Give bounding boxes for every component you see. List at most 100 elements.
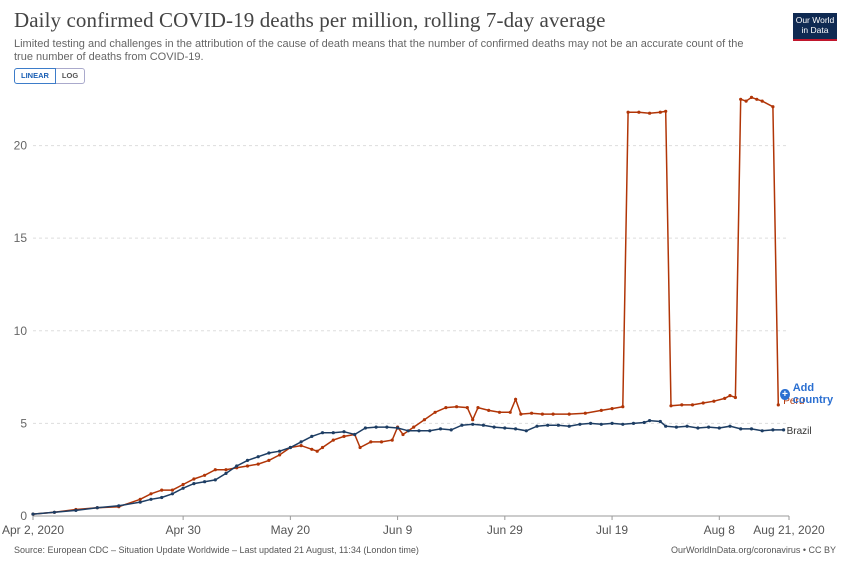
data-point-peru bbox=[599, 408, 603, 412]
data-point-brazil bbox=[52, 510, 57, 514]
data-point-peru bbox=[610, 407, 614, 411]
data-point-peru bbox=[771, 105, 775, 109]
data-point-peru bbox=[471, 418, 475, 422]
series-label-brazil: Brazil bbox=[787, 426, 812, 437]
data-point-peru bbox=[583, 411, 587, 415]
data-point-brazil bbox=[567, 424, 571, 428]
data-point-brazil bbox=[170, 492, 174, 496]
data-point-brazil bbox=[331, 431, 335, 435]
data-point-peru bbox=[170, 488, 174, 492]
data-point-brazil bbox=[288, 445, 292, 450]
data-point-peru bbox=[149, 492, 153, 496]
y-tick-label: 0 bbox=[20, 509, 27, 523]
logo-red-bar bbox=[793, 39, 837, 41]
data-point-peru bbox=[749, 95, 754, 99]
y-tick-label: 20 bbox=[14, 139, 28, 153]
data-point-brazil bbox=[642, 420, 646, 425]
data-point-peru bbox=[299, 444, 303, 448]
add-country-label: Add country bbox=[792, 382, 834, 406]
data-point-brazil bbox=[546, 423, 550, 427]
data-point-peru bbox=[551, 412, 555, 416]
data-point-peru bbox=[621, 405, 625, 409]
x-tick-label: Aug 8 bbox=[704, 523, 736, 537]
data-point-brazil bbox=[610, 421, 614, 425]
data-point-peru bbox=[712, 399, 716, 403]
add-country-button[interactable]: + Add country bbox=[780, 382, 850, 406]
data-point-brazil bbox=[117, 504, 121, 508]
data-point-peru bbox=[514, 397, 518, 401]
chart-subtitle: Limited testing and challenges in the at… bbox=[14, 38, 744, 63]
data-point-brazil bbox=[503, 426, 507, 430]
data-point-brazil bbox=[428, 429, 432, 433]
data-point-brazil bbox=[235, 464, 239, 468]
data-point-brazil bbox=[674, 425, 679, 429]
log-scale-button[interactable]: LOG bbox=[55, 68, 86, 84]
data-point-peru bbox=[739, 97, 743, 101]
credit-link[interactable]: OurWorldInData.org/coronavirus • CC BY bbox=[670, 545, 836, 555]
owid-logo[interactable]: Our World in Data bbox=[793, 13, 837, 41]
data-point-brazil bbox=[138, 500, 142, 504]
data-point-brazil bbox=[599, 422, 603, 426]
data-point-peru bbox=[192, 477, 196, 481]
data-point-peru bbox=[401, 432, 405, 437]
data-point-peru bbox=[519, 412, 523, 416]
data-point-brazil bbox=[556, 423, 561, 427]
data-point-peru bbox=[776, 403, 780, 407]
data-point-brazil bbox=[160, 495, 164, 500]
data-point-brazil bbox=[342, 430, 346, 434]
data-point-brazil bbox=[417, 429, 421, 433]
data-point-brazil bbox=[74, 508, 78, 512]
data-point-brazil bbox=[406, 429, 410, 433]
data-point-brazil bbox=[374, 425, 378, 429]
data-point-peru bbox=[181, 482, 185, 487]
data-point-peru bbox=[476, 406, 480, 410]
data-point-brazil bbox=[685, 424, 689, 428]
data-point-peru bbox=[540, 412, 545, 416]
data-point-brazil bbox=[782, 428, 786, 432]
data-point-peru bbox=[567, 412, 571, 416]
x-tick-label: Aug 21, 2020 bbox=[753, 523, 825, 537]
data-point-brazil bbox=[363, 426, 367, 430]
data-point-brazil bbox=[524, 429, 528, 433]
data-point-brazil bbox=[492, 425, 496, 429]
data-point-peru bbox=[433, 410, 437, 414]
data-point-brazil bbox=[385, 425, 389, 429]
linear-scale-button[interactable]: LINEAR bbox=[14, 68, 56, 84]
data-point-peru bbox=[358, 445, 362, 450]
data-point-brazil bbox=[589, 421, 593, 425]
data-point-brazil bbox=[707, 425, 711, 429]
data-point-brazil bbox=[771, 428, 775, 432]
data-point-peru bbox=[637, 110, 641, 114]
series-line-brazil bbox=[32, 419, 784, 515]
logo-line-1: Our World bbox=[795, 15, 835, 25]
data-point-peru bbox=[224, 468, 228, 472]
data-point-brazil bbox=[749, 427, 754, 431]
data-point-peru bbox=[487, 408, 491, 412]
x-tick-label: Jul 19 bbox=[596, 523, 628, 537]
data-point-peru bbox=[664, 109, 668, 113]
y-tick-label: 15 bbox=[14, 231, 28, 245]
y-tick-label: 5 bbox=[20, 416, 27, 430]
data-point-brazil bbox=[149, 497, 153, 501]
data-point-brazil bbox=[664, 424, 668, 428]
data-point-brazil bbox=[256, 455, 260, 459]
scale-toggle: LINEAR LOG bbox=[14, 68, 86, 84]
data-point-peru bbox=[733, 395, 738, 400]
data-point-peru bbox=[723, 396, 727, 400]
data-point-brazil bbox=[471, 422, 475, 426]
data-point-brazil bbox=[728, 424, 732, 428]
data-point-peru bbox=[648, 111, 652, 115]
data-point-brazil bbox=[739, 427, 743, 431]
data-point-brazil bbox=[267, 451, 271, 455]
data-point-peru bbox=[256, 462, 260, 466]
data-point-brazil bbox=[438, 427, 443, 431]
data-point-peru bbox=[160, 488, 164, 492]
data-point-peru bbox=[497, 410, 502, 414]
data-point-peru bbox=[701, 401, 705, 405]
data-point-peru bbox=[658, 110, 662, 114]
data-point-peru bbox=[278, 453, 282, 457]
data-point-peru bbox=[508, 410, 512, 414]
data-point-brazil bbox=[224, 471, 228, 475]
data-point-brazil bbox=[648, 419, 652, 423]
data-point-peru bbox=[444, 406, 448, 410]
